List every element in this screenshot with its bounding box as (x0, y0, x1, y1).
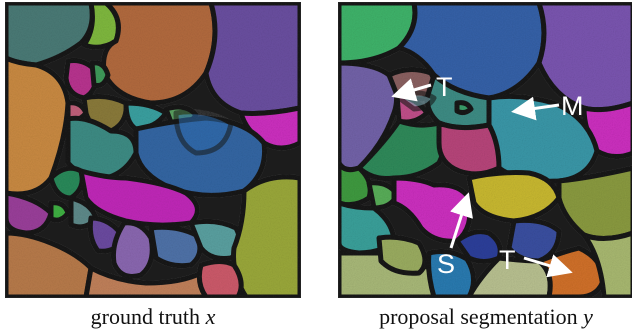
ground-truth-segmentation (6, 3, 300, 297)
caption-ground-truth: ground truth x (5, 304, 301, 330)
caption-proposal: proposal segmentation y (338, 304, 632, 330)
caption-right-variable: y (583, 304, 593, 329)
arrow-M (511, 96, 560, 121)
proposal-segmentation-image: T M S T (338, 2, 632, 298)
annotation-label-m: M (561, 91, 584, 121)
arrow-S (449, 192, 473, 249)
caption-left-variable: x (205, 304, 216, 329)
caption-right-text: proposal segmentation (379, 304, 578, 329)
annotation-arrows (391, 78, 573, 278)
proposal-segmentation: T M S T (339, 3, 632, 297)
annotation-label-s: S (437, 249, 455, 279)
annotation-label-t-bottom: T (499, 245, 516, 275)
caption-left-text: ground truth (90, 304, 201, 329)
annotation-label-t-top: T (436, 72, 453, 102)
ground-truth-image (5, 2, 301, 298)
arrow-T-bottom (523, 254, 573, 278)
arrow-T-top (391, 78, 432, 102)
